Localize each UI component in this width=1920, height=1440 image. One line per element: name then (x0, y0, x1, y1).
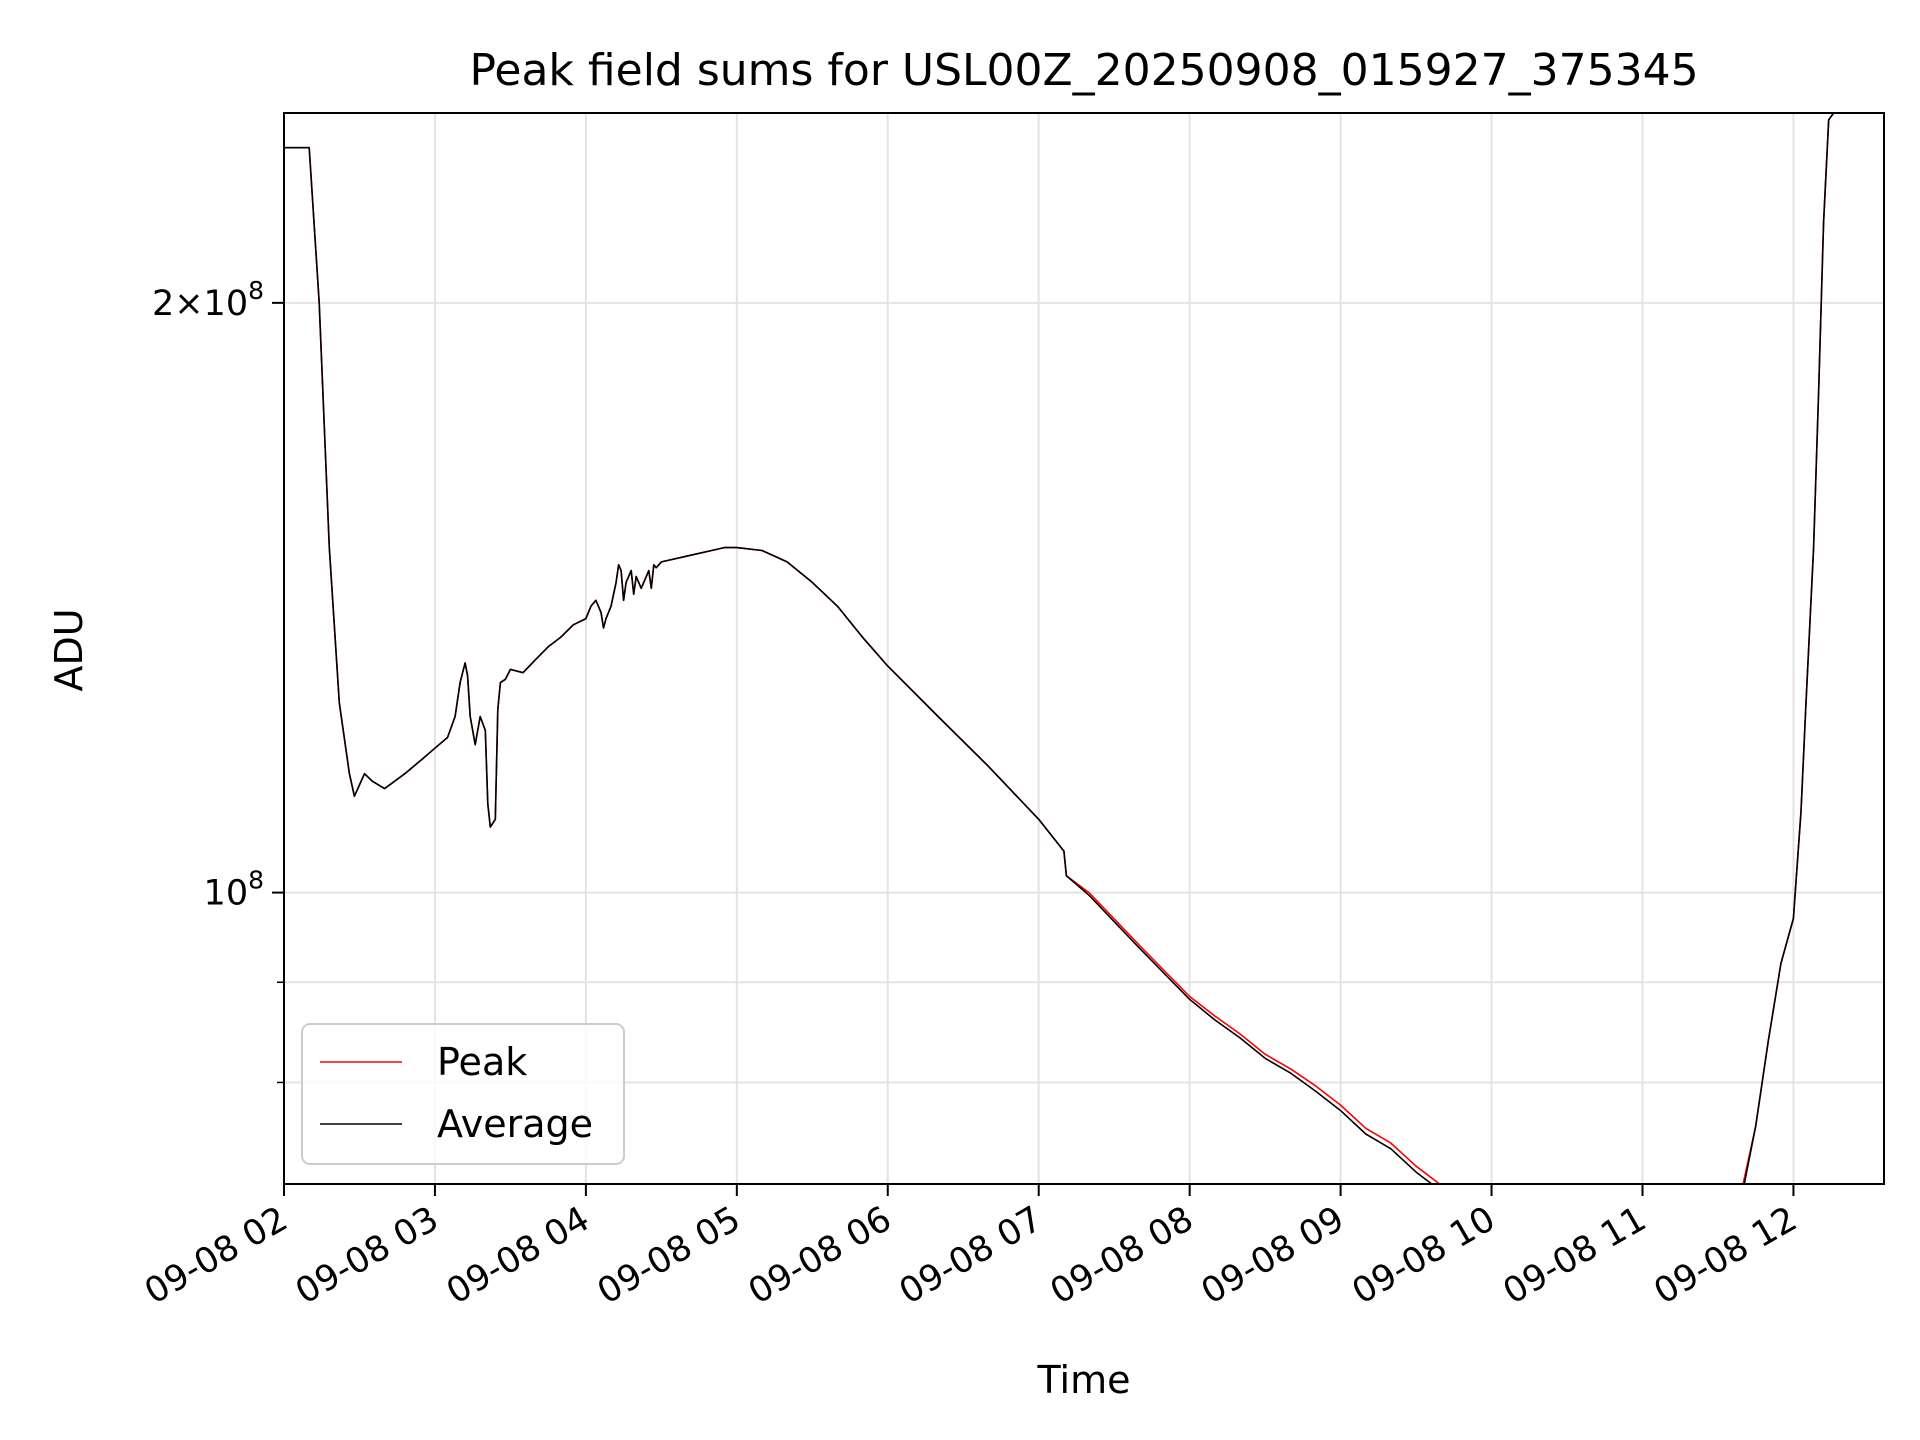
x-tick-label: 09-08 07 (893, 1199, 1049, 1312)
y-axis-label: ADU (47, 608, 91, 691)
x-tick-label: 09-08 09 (1195, 1199, 1351, 1312)
legend-label-average: Average (437, 1102, 593, 1146)
series-line-average (284, 113, 1884, 1184)
chart-title: Peak field sums for USL00Z_20250908_0159… (469, 45, 1698, 96)
y-axis: 108 2×108 (152, 276, 284, 1084)
x-tick-label: 09-08 05 (591, 1199, 747, 1312)
x-tick-label: 09-08 06 (742, 1199, 898, 1312)
legend-box (301, 1023, 625, 1165)
legend-label-peak: Peak (437, 1040, 527, 1084)
x-tick-label: 09-08 08 (1044, 1199, 1200, 1312)
x-tick-label: 09-08 12 (1648, 1199, 1804, 1312)
plot-frame (283, 112, 1885, 1185)
series-layer (284, 113, 1884, 1184)
x-tick-label: 09-08 10 (1346, 1199, 1502, 1312)
legend: Peak Average (301, 1023, 625, 1165)
x-tick-label: 09-08 03 (289, 1199, 445, 1312)
grid (283, 113, 1884, 1184)
x-tick-label: 09-08 02 (138, 1199, 294, 1312)
x-tick-label: 09-08 11 (1497, 1199, 1653, 1312)
x-axis-label: Time (1037, 1358, 1131, 1402)
plot-area (283, 112, 1885, 1185)
y-tick-label: 108 (204, 866, 264, 914)
y-tick-label: 2×108 (152, 276, 264, 324)
x-tick-label: 09-08 04 (440, 1199, 596, 1312)
